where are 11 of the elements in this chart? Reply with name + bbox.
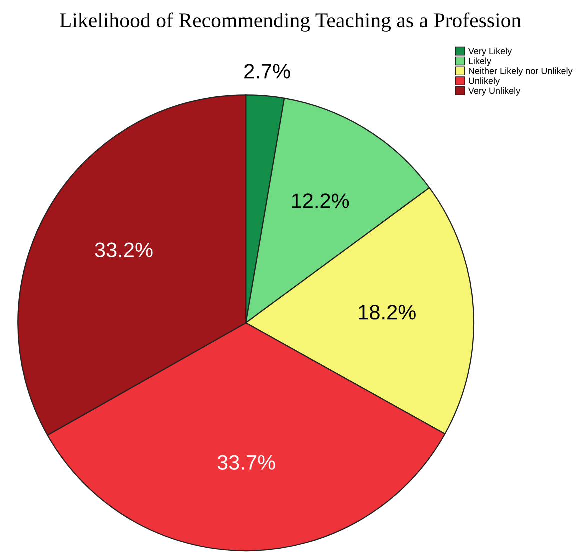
data-label: 33.7% [218, 455, 276, 470]
data-label: 2.7% [244, 64, 290, 79]
chart-title: Likelihood of Recommending Teaching as a Profession [60, 12, 522, 32]
legend-label: Neither Likely nor Unlikely [469, 68, 573, 76]
data-label: 33.2% [95, 242, 153, 258]
legend-label: Very Unlikely [468, 87, 521, 96]
data-label: 18.2% [359, 305, 416, 320]
legend-label: Very Likely [468, 48, 512, 56]
legend-label: Likely [469, 58, 492, 66]
legend-label: Unlikely [469, 78, 500, 86]
data-label: 12.2% [292, 194, 350, 208]
